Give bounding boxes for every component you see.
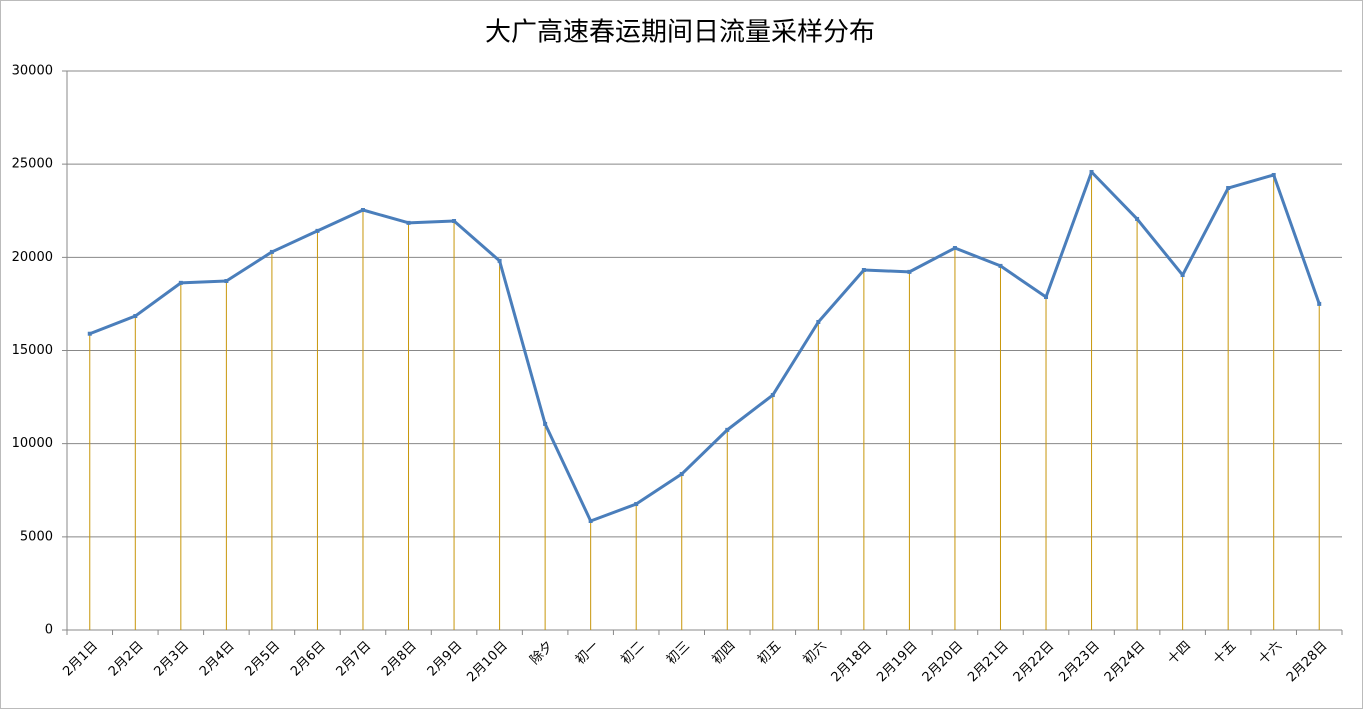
point-marker bbox=[861, 268, 866, 273]
point-marker bbox=[133, 314, 138, 319]
point-marker bbox=[1271, 172, 1276, 177]
point-marker bbox=[588, 518, 593, 523]
point-marker bbox=[1135, 216, 1140, 221]
point-marker bbox=[452, 218, 457, 223]
point-marker bbox=[679, 472, 684, 477]
y-tick-label: 10000 bbox=[12, 436, 53, 451]
point-marker bbox=[406, 220, 411, 225]
point-marker bbox=[770, 393, 775, 398]
point-marker bbox=[725, 427, 730, 432]
point-marker bbox=[1226, 186, 1231, 191]
point-marker bbox=[315, 228, 320, 233]
point-marker bbox=[1317, 301, 1322, 306]
y-tick-label: 5000 bbox=[20, 529, 53, 544]
y-tick-label: 20000 bbox=[12, 250, 53, 265]
point-marker bbox=[360, 208, 365, 213]
point-marker bbox=[952, 246, 957, 251]
point-marker bbox=[87, 331, 92, 336]
chart-title: 大广高速春运期间日流量采样分布 bbox=[485, 18, 875, 48]
point-marker bbox=[178, 280, 183, 285]
point-marker bbox=[497, 258, 502, 263]
point-marker bbox=[224, 278, 229, 283]
point-marker bbox=[1044, 295, 1049, 300]
point-marker bbox=[998, 263, 1003, 268]
y-tick-label: 0 bbox=[45, 623, 53, 638]
point-marker bbox=[907, 269, 912, 274]
point-marker bbox=[269, 249, 274, 254]
point-marker bbox=[1180, 273, 1185, 278]
y-tick-label: 30000 bbox=[12, 64, 53, 79]
y-tick-label: 15000 bbox=[12, 343, 53, 358]
y-tick-label: 25000 bbox=[12, 157, 53, 172]
point-marker bbox=[1089, 169, 1094, 174]
point-marker bbox=[543, 421, 548, 426]
point-marker bbox=[634, 502, 639, 507]
series-line bbox=[89, 170, 1321, 523]
point-marker bbox=[816, 319, 821, 324]
